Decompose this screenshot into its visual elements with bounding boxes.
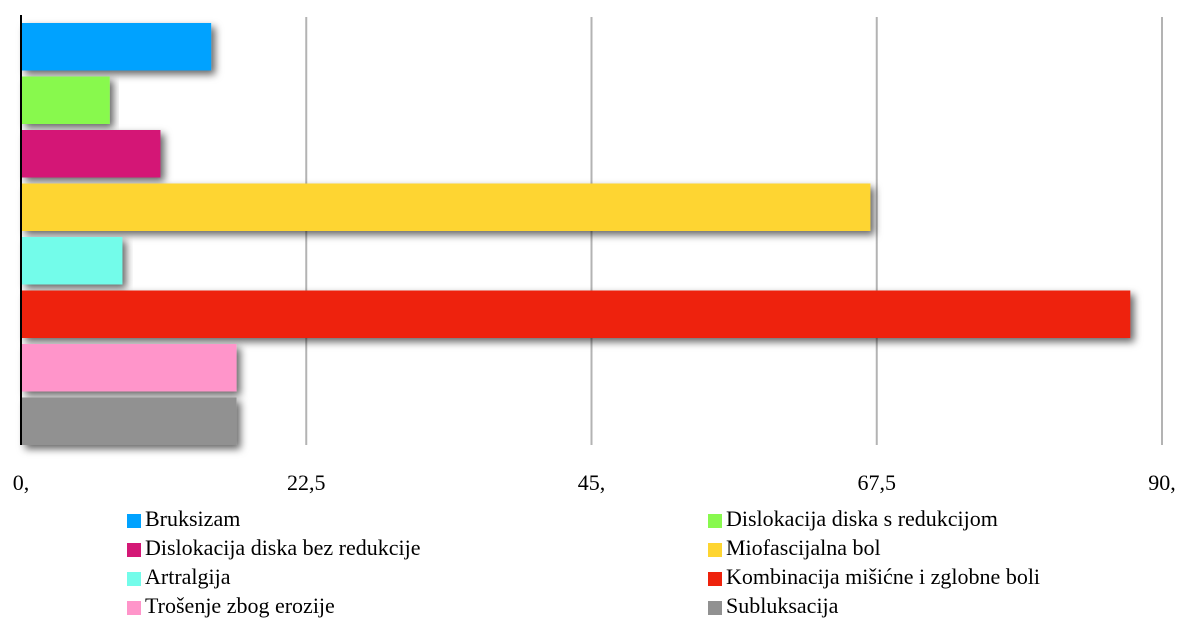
x-tick-label: 45, xyxy=(578,470,606,495)
legend-label: Dislokacija diska s redukcijom xyxy=(726,506,998,531)
legend-swatch xyxy=(127,514,141,528)
bar xyxy=(21,237,123,285)
bar xyxy=(21,290,1131,338)
legend-swatch xyxy=(127,572,141,586)
legend-label: Artralgija xyxy=(145,564,231,589)
legend-swatch xyxy=(127,601,141,615)
bar xyxy=(21,76,110,124)
legend-swatch xyxy=(708,514,722,528)
legend-label: Bruksizam xyxy=(145,506,240,531)
x-tick-label: 90, xyxy=(1148,470,1176,495)
legend-label: Subluksacija xyxy=(726,593,839,618)
x-tick-label: 67,5 xyxy=(858,470,897,495)
legend-swatch xyxy=(708,601,722,615)
legend-swatch xyxy=(708,572,722,586)
legend-label: Dislokacija diska bez redukcije xyxy=(145,535,421,560)
x-tick-label: 0, xyxy=(13,470,30,495)
legend-label: Trošenje zbog erozije xyxy=(145,593,335,618)
legend-label: Kombinacija mišićne i zglobne boli xyxy=(726,564,1040,589)
x-tick-label: 22,5 xyxy=(287,470,326,495)
bar xyxy=(21,183,871,231)
bar xyxy=(21,397,237,445)
legend-swatch xyxy=(708,543,722,557)
legend-swatch xyxy=(127,543,141,557)
legend-label: Miofascijalna bol xyxy=(726,535,881,560)
bar xyxy=(21,23,212,71)
bar xyxy=(21,344,237,392)
bar xyxy=(21,130,161,178)
